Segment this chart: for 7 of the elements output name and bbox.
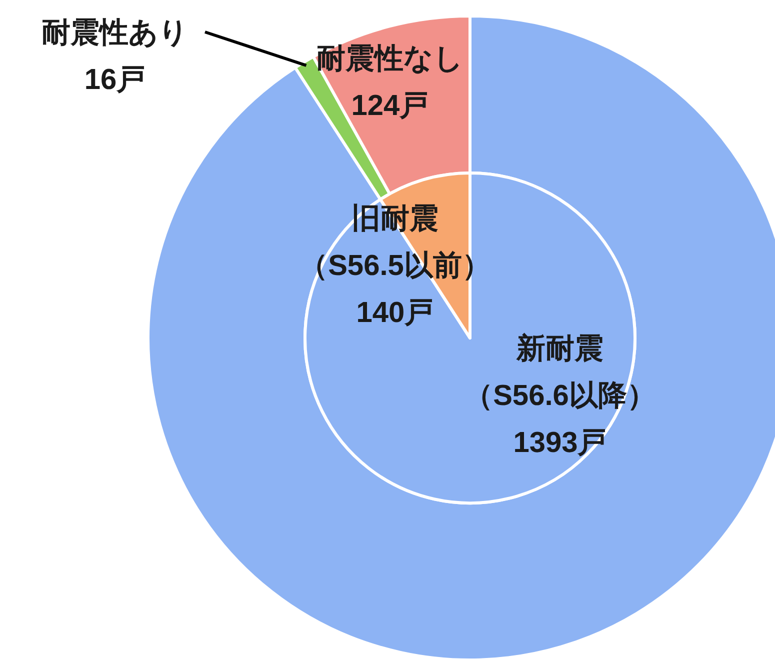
data-label: 140戸 <box>356 297 434 329</box>
slice-label: 耐震性なし <box>316 43 464 75</box>
data-label: 124戸 <box>351 90 429 122</box>
slice-label: 新耐震（S56.6以降） <box>464 332 656 412</box>
slice-label: 耐震性あり <box>42 17 188 49</box>
data-label: 1393戸 <box>513 427 607 459</box>
data-label: 16戸 <box>84 64 146 96</box>
